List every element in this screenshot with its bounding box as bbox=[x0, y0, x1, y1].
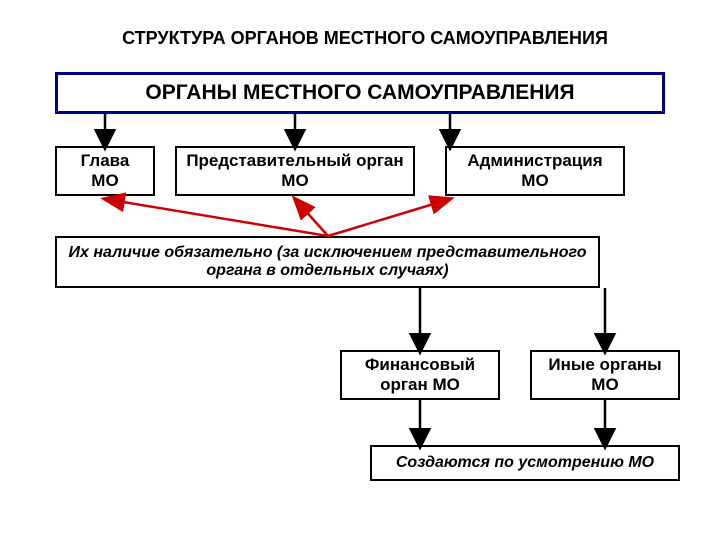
node-note2-label: Создаются по усмотрению МО bbox=[396, 454, 654, 472]
node-head: Глава МО bbox=[55, 146, 155, 196]
node-fin: Финансовый орган МО bbox=[340, 350, 500, 400]
node-note1-label: Их наличие обязательно (за исключением п… bbox=[65, 244, 590, 280]
node-other-label: Иные органы МО bbox=[540, 355, 670, 395]
node-main-label: ОРГАНЫ МЕСТНОГО САМОУПРАВЛЕНИЯ bbox=[145, 81, 574, 105]
node-head-label: Глава МО bbox=[65, 151, 145, 191]
node-note1: Их наличие обязательно (за исключением п… bbox=[55, 236, 600, 288]
node-other: Иные органы МО bbox=[530, 350, 680, 400]
node-fin-label: Финансовый орган МО bbox=[350, 355, 490, 395]
node-rep: Представительный орган МО bbox=[175, 146, 415, 196]
node-rep-label: Представительный орган МО bbox=[185, 151, 405, 191]
node-note2: Создаются по усмотрению МО bbox=[370, 445, 680, 481]
node-main: ОРГАНЫ МЕСТНОГО САМОУПРАВЛЕНИЯ bbox=[55, 72, 665, 114]
page-title: СТРУКТУРА ОРГАНОВ МЕСТНОГО САМОУПРАВЛЕНИ… bbox=[85, 28, 645, 49]
node-admin: Администрация МО bbox=[445, 146, 625, 196]
node-admin-label: Администрация МО bbox=[455, 151, 615, 191]
